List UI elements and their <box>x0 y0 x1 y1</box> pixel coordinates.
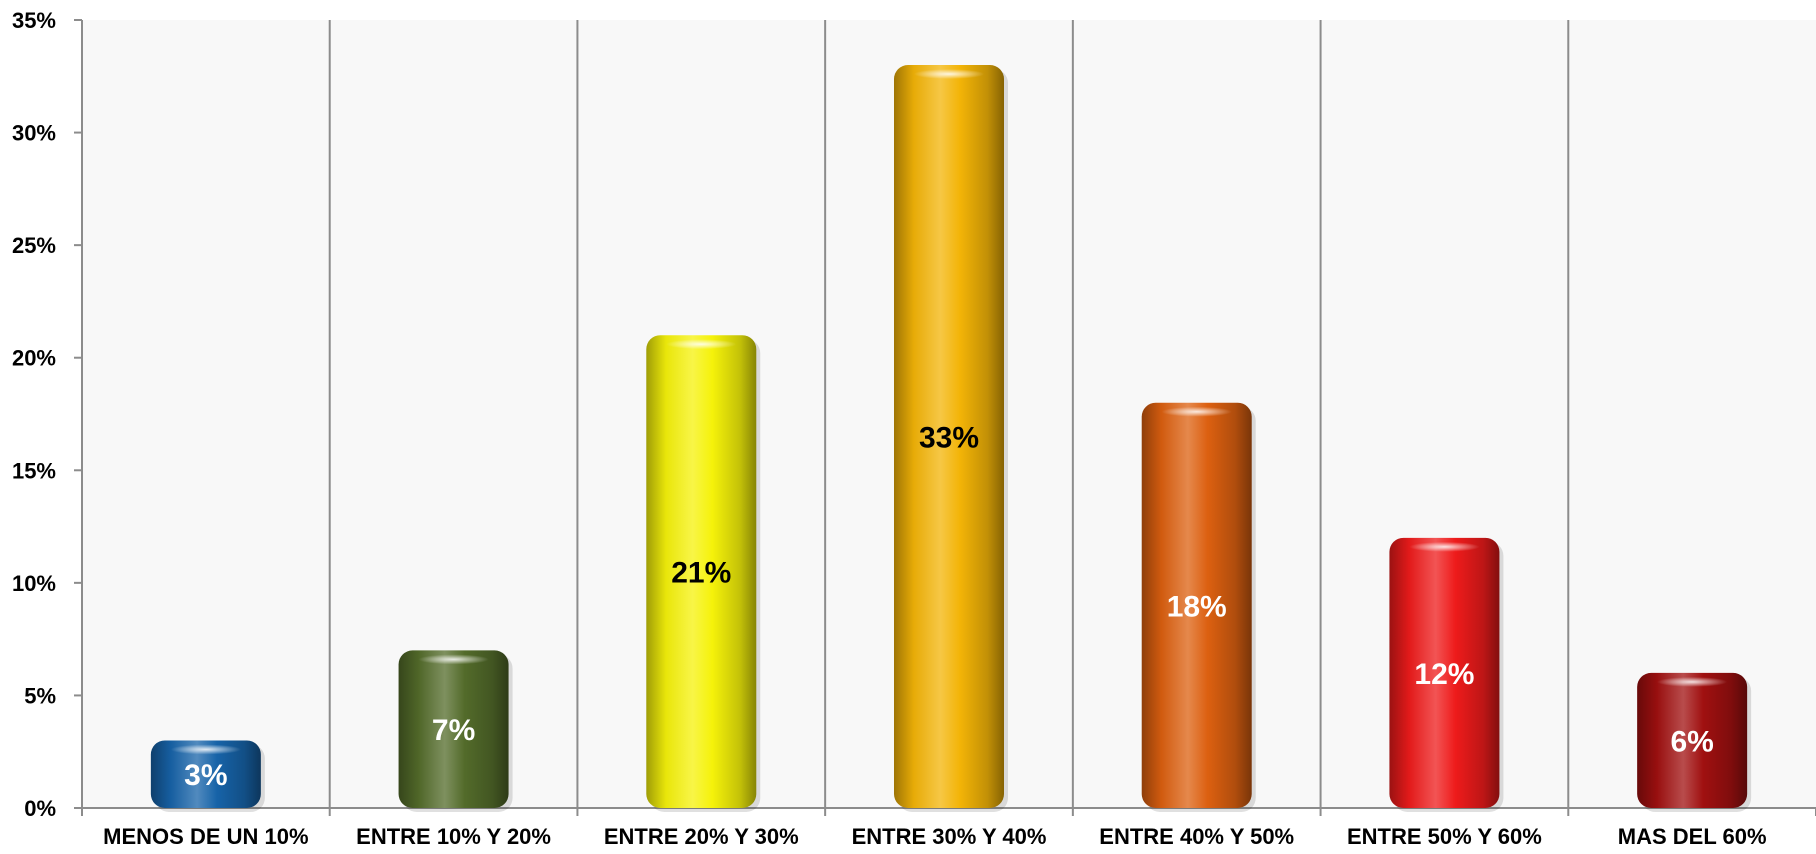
x-category-label: ENTRE 50% Y 60% <box>1347 824 1542 849</box>
bar-highlight <box>1161 406 1232 417</box>
data-label: 18% <box>1167 590 1227 623</box>
bar-body <box>894 65 1004 809</box>
data-label: 3% <box>184 759 227 792</box>
bar-highlight <box>1656 676 1728 687</box>
y-tick-label: 20% <box>12 346 56 371</box>
category-separators <box>328 20 1570 808</box>
bar-highlight <box>418 654 489 665</box>
bar-7 <box>1637 672 1752 812</box>
data-label: 21% <box>671 557 731 590</box>
bar-highlight <box>913 69 985 80</box>
bar-body <box>1141 402 1252 808</box>
bar-body <box>646 335 757 808</box>
bar-6 <box>1389 537 1504 812</box>
bar-3 <box>646 335 761 812</box>
bars <box>150 65 1752 813</box>
data-label: 6% <box>1670 725 1713 758</box>
data-label: 33% <box>919 422 979 455</box>
bar-2 <box>398 650 513 812</box>
y-tick-label: 25% <box>12 233 56 258</box>
data-label: 7% <box>432 714 475 747</box>
x-category-label: MAS DEL 60% <box>1618 824 1767 849</box>
data-label: 12% <box>1414 658 1474 691</box>
x-category-label: ENTRE 40% Y 50% <box>1099 824 1294 849</box>
bar-highlight <box>666 339 737 350</box>
bar-1 <box>150 740 265 812</box>
labels: 0% 5% 10% 15% 20% 25% 30% 35% 3% MENOS DE UN 10% 7… <box>12 8 1767 849</box>
x-category-label: ENTRE 10% Y 20% <box>356 824 551 849</box>
y-tick-label: 0% <box>24 796 56 821</box>
bar-body <box>398 650 509 808</box>
y-tick-label: 5% <box>24 683 56 708</box>
x-category-label: ENTRE 20% Y 30% <box>604 824 799 849</box>
y-tick-label: 30% <box>12 121 56 146</box>
y-tick-label: 10% <box>12 571 56 596</box>
bar-4 <box>894 65 1008 813</box>
bar-body <box>1637 672 1748 808</box>
x-category-label: MENOS DE UN 10% <box>103 824 308 849</box>
bar-5 <box>1141 402 1256 812</box>
bar-highlight <box>1409 541 1480 552</box>
bar-body <box>150 740 261 808</box>
y-tick-label: 15% <box>12 458 56 483</box>
bar-highlight <box>170 744 242 755</box>
y-tick-label: 35% <box>12 8 56 33</box>
x-category-label: ENTRE 30% Y 40% <box>852 824 1047 849</box>
bar-body <box>1389 537 1500 808</box>
